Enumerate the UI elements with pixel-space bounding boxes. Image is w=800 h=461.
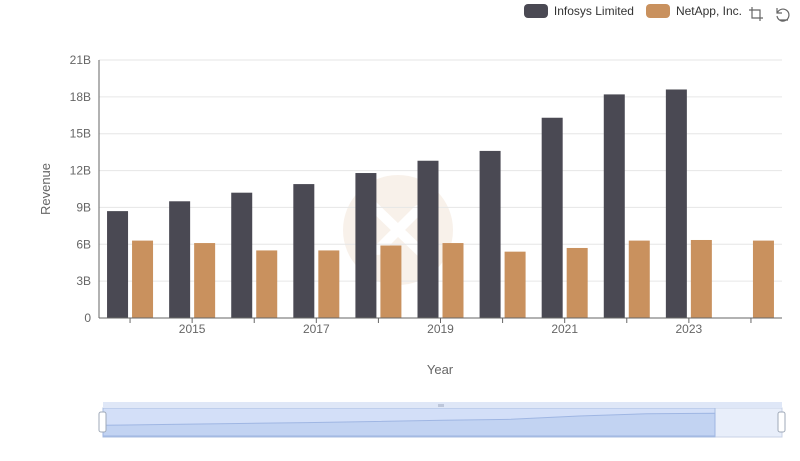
bar[interactable] <box>628 240 650 318</box>
y-tick-label: 12B <box>70 164 91 178</box>
bars <box>107 89 774 319</box>
legend-item-netapp[interactable]: NetApp, Inc. <box>645 4 742 18</box>
x-axis: 2015 2017 2019 2021 2023 <box>98 60 782 336</box>
y-axis-label: Revenue <box>38 163 53 215</box>
y-axis: 0 3B 6B 9B 12B 15B 18B 21B <box>70 53 92 325</box>
zoom-grip-icon[interactable] <box>438 404 444 407</box>
legend-item-infosys[interactable]: Infosys Limited <box>523 4 634 18</box>
bar[interactable] <box>442 243 464 318</box>
x-tick-label: 2017 <box>303 322 330 336</box>
bar[interactable] <box>194 243 216 318</box>
zoom-handle-right[interactable] <box>777 411 786 433</box>
x-tick-label: 2023 <box>676 322 703 336</box>
legend-swatch-netapp <box>645 4 670 18</box>
legend-swatch-infosys <box>523 4 548 18</box>
x-axis-label: Year <box>427 362 454 377</box>
bar[interactable] <box>293 184 315 318</box>
bar[interactable] <box>665 89 687 318</box>
bar[interactable] <box>355 173 377 318</box>
toolbox <box>748 6 790 22</box>
bar[interactable] <box>318 250 340 318</box>
bar[interactable] <box>169 201 191 318</box>
bar[interactable] <box>504 251 526 318</box>
y-tick-label: 9B <box>76 200 91 214</box>
x-tick-label: 2019 <box>427 322 454 336</box>
bar[interactable] <box>479 150 501 318</box>
bar[interactable] <box>566 247 588 318</box>
bar[interactable] <box>752 240 774 318</box>
data-zoom-slider[interactable] <box>98 402 786 438</box>
zoom-handle-left[interactable] <box>98 411 107 433</box>
y-tick-label: 0 <box>84 311 91 325</box>
bar[interactable] <box>256 250 278 318</box>
bar[interactable] <box>541 117 563 318</box>
bar[interactable] <box>132 240 154 318</box>
y-tick-label: 3B <box>76 274 91 288</box>
y-tick-label: 21B <box>70 53 91 67</box>
y-tick-label: 18B <box>70 90 91 104</box>
legend-label-infosys: Infosys Limited <box>553 4 634 18</box>
x-tick-label: 2015 <box>179 322 206 336</box>
y-tick-label: 15B <box>70 127 91 141</box>
zoom-preview-line <box>102 412 716 437</box>
legend: Infosys Limited NetApp, Inc. <box>523 4 742 18</box>
y-tick-label: 6B <box>76 237 91 251</box>
legend-label-netapp: NetApp, Inc. <box>675 4 742 18</box>
restore-icon[interactable] <box>774 6 790 22</box>
x-tick-label: 2021 <box>551 322 578 336</box>
bar[interactable] <box>380 245 402 318</box>
zoom-icon[interactable] <box>748 6 764 22</box>
zoom-top-bar[interactable] <box>103 402 782 408</box>
bar[interactable] <box>690 239 712 318</box>
bar[interactable] <box>603 94 625 319</box>
bar[interactable] <box>417 160 439 318</box>
bar[interactable] <box>107 211 129 318</box>
bar[interactable] <box>231 192 253 318</box>
